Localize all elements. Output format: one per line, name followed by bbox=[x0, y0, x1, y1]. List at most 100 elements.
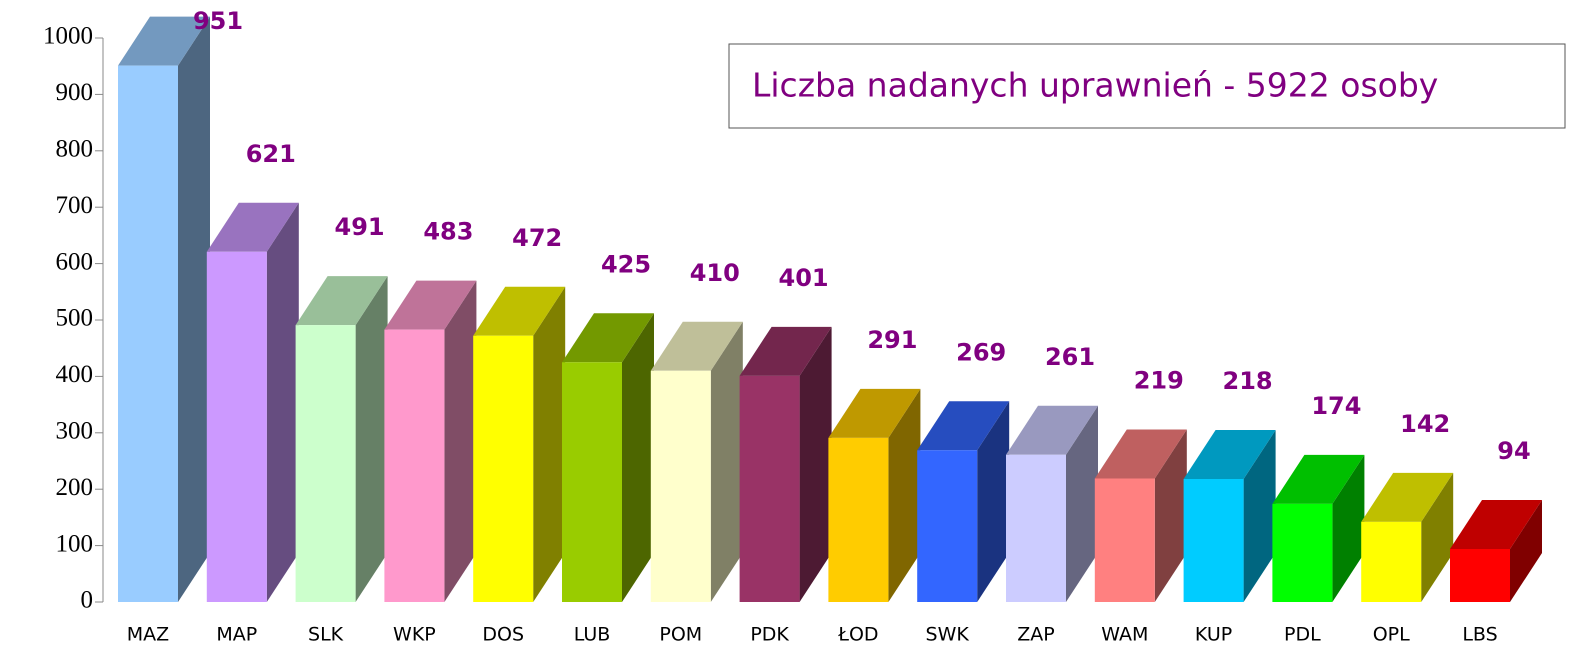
x-tick-label: WAM bbox=[1101, 624, 1148, 646]
value-label: 951 bbox=[193, 7, 243, 35]
bar-side bbox=[888, 388, 921, 602]
x-tick-label: ŁOD bbox=[837, 624, 878, 646]
bar bbox=[1450, 499, 1542, 602]
bar-top bbox=[1272, 454, 1365, 504]
bar-front bbox=[739, 375, 800, 602]
bar-front bbox=[1272, 503, 1333, 602]
bar-top bbox=[1361, 472, 1454, 522]
bar bbox=[1272, 454, 1365, 602]
bar-front bbox=[1183, 479, 1244, 602]
bar-top bbox=[118, 16, 210, 66]
bar-front bbox=[206, 251, 267, 603]
bar-top bbox=[473, 286, 566, 336]
value-label: 261 bbox=[1045, 343, 1095, 371]
y-tick-label: 1000 bbox=[43, 23, 93, 50]
bar-top bbox=[739, 326, 832, 376]
bar-side bbox=[266, 202, 299, 603]
value-label: 621 bbox=[246, 140, 296, 168]
y-tick-label: 0 bbox=[81, 587, 94, 614]
value-label: 291 bbox=[867, 326, 917, 354]
bar bbox=[118, 16, 210, 603]
bar-top bbox=[384, 280, 477, 330]
bar-side bbox=[977, 401, 1010, 602]
bar bbox=[384, 280, 477, 602]
value-label: 142 bbox=[1400, 410, 1450, 438]
x-tick-label: SWK bbox=[926, 624, 970, 646]
bar-front bbox=[118, 65, 178, 603]
bar-top bbox=[1183, 430, 1276, 480]
value-label: 219 bbox=[1134, 366, 1184, 394]
x-tick-label: OPL bbox=[1373, 624, 1410, 646]
value-label: 174 bbox=[1311, 392, 1361, 420]
bar-front bbox=[473, 335, 534, 602]
x-tick-label: LUB bbox=[574, 624, 611, 646]
x-tick-label: DOS bbox=[482, 624, 524, 646]
y-tick-label: 900 bbox=[56, 79, 94, 106]
bar-top bbox=[917, 401, 1010, 451]
y-tick-label: 600 bbox=[56, 248, 94, 275]
x-tick-label: MAZ bbox=[127, 624, 169, 646]
value-label: 472 bbox=[512, 224, 562, 252]
bar-front bbox=[562, 362, 622, 602]
bar-top bbox=[650, 321, 743, 371]
bar-top bbox=[206, 202, 299, 252]
x-tick-label: PDK bbox=[750, 624, 789, 646]
x-tick-label: WKP bbox=[393, 624, 436, 646]
y-tick-label: 700 bbox=[56, 192, 94, 219]
bar bbox=[650, 321, 743, 602]
bar-front bbox=[828, 437, 889, 602]
bar-side bbox=[1332, 454, 1365, 602]
x-tick-label: ZAP bbox=[1017, 624, 1054, 646]
bar-side bbox=[355, 276, 388, 602]
bar-side bbox=[1421, 472, 1454, 602]
bar-top bbox=[295, 276, 388, 326]
bar-top bbox=[1006, 405, 1098, 455]
y-tick-label: 100 bbox=[56, 530, 94, 557]
bar-side bbox=[1243, 430, 1276, 602]
value-label: 425 bbox=[601, 250, 651, 278]
x-tick-label: KUP bbox=[1195, 624, 1232, 646]
value-label: 94 bbox=[1497, 437, 1530, 465]
x-tick-label: SLK bbox=[308, 624, 344, 646]
bar bbox=[1361, 472, 1454, 602]
bar-front bbox=[1006, 454, 1066, 602]
bar-side bbox=[1510, 499, 1542, 602]
bar bbox=[295, 276, 388, 602]
value-label: 218 bbox=[1223, 367, 1273, 395]
bar-front bbox=[650, 370, 711, 602]
bar bbox=[739, 326, 832, 602]
value-label: 401 bbox=[779, 264, 829, 292]
bar bbox=[206, 202, 299, 603]
bar-front bbox=[1094, 478, 1155, 602]
x-tick-label: PDL bbox=[1284, 624, 1321, 646]
y-tick-label: 800 bbox=[56, 136, 94, 163]
title-box bbox=[728, 43, 1566, 129]
bar-top bbox=[1450, 499, 1542, 549]
y-tick-label: 400 bbox=[56, 361, 94, 388]
bar bbox=[562, 313, 654, 602]
bar-side bbox=[622, 313, 654, 602]
bar bbox=[917, 401, 1010, 602]
y-tick-label: 500 bbox=[56, 305, 94, 332]
y-tick-label: 300 bbox=[56, 418, 94, 445]
bar bbox=[1183, 430, 1276, 602]
bar bbox=[1094, 429, 1187, 602]
bar-front bbox=[1450, 548, 1510, 602]
bar-side bbox=[1154, 429, 1187, 602]
bar-side bbox=[710, 321, 743, 602]
x-tick-label: MAP bbox=[216, 624, 257, 646]
chart-title: Liczba nadanych uprawnień - 5922 osoby bbox=[752, 66, 1438, 105]
value-label: 483 bbox=[423, 218, 473, 246]
bar-top bbox=[562, 313, 654, 363]
value-label: 491 bbox=[335, 213, 385, 241]
bar-side bbox=[533, 286, 566, 602]
x-tick-label: LBS bbox=[1462, 624, 1497, 646]
bar-side bbox=[178, 16, 210, 603]
bar-side bbox=[1066, 405, 1098, 602]
bar-front bbox=[1361, 521, 1422, 602]
bar-front bbox=[917, 450, 978, 602]
x-tick-label: POM bbox=[659, 624, 702, 646]
bar-top bbox=[1094, 429, 1187, 479]
bar bbox=[1006, 405, 1098, 602]
